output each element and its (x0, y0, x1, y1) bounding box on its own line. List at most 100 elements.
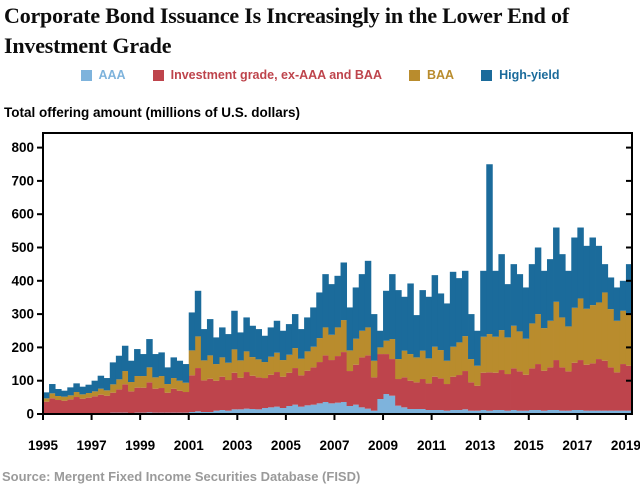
x-axis-tick-label: 2015 (514, 438, 545, 453)
bar-segment (601, 264, 609, 293)
bar-segment (486, 334, 493, 373)
bar-segment (546, 259, 554, 321)
bar-segment (358, 407, 366, 414)
bar-segment (310, 346, 317, 368)
bar-segment (49, 398, 56, 414)
bar-segment (97, 388, 105, 395)
bar-segment (285, 324, 293, 355)
legend-swatch-high-yield-icon (481, 69, 493, 81)
bar-segment (619, 364, 627, 411)
bar-segment (407, 409, 414, 414)
bar-segment (540, 410, 548, 414)
bar-segment (121, 384, 129, 413)
bar-segment (182, 392, 190, 413)
bar-segment (559, 254, 566, 318)
bar-segment (340, 262, 348, 321)
bar-segment (243, 351, 250, 373)
bar-segment (583, 245, 590, 309)
bar-segment (486, 372, 493, 411)
bar-segment (528, 410, 536, 414)
legend-swatch-baa-icon (408, 69, 420, 81)
bar-segment (346, 406, 354, 414)
bar-segment (67, 399, 74, 414)
x-axis-tick-label: 2007 (319, 438, 349, 453)
bar-segment (492, 372, 499, 411)
bar-segment (188, 350, 196, 376)
x-axis-tick-label: 1999 (125, 438, 155, 453)
bar-segment (522, 338, 530, 375)
bar-segment (486, 164, 493, 335)
bar-segment (376, 354, 384, 400)
bar-segment (595, 245, 603, 303)
bar-segment (109, 384, 117, 393)
bar-segment (625, 410, 633, 414)
bar-segment (352, 338, 360, 365)
bar-segment (461, 336, 469, 372)
bar-segment (492, 270, 499, 337)
bar-segment (140, 354, 147, 377)
bar-segment (91, 391, 99, 397)
bar-segment (115, 389, 123, 413)
bar-segment (291, 368, 299, 405)
bar-segment (625, 264, 633, 315)
bar-segment (358, 357, 366, 408)
bar-segment (231, 372, 238, 410)
bar-segment (516, 331, 524, 372)
bar-segment (182, 364, 190, 383)
bar-segment (152, 354, 159, 378)
bar-segment (67, 387, 74, 396)
bar-segment (219, 357, 226, 377)
bar-segment (298, 329, 305, 359)
bar-segment (261, 408, 269, 414)
bar-segment (91, 380, 99, 392)
bar-segment (194, 368, 202, 412)
bar-segment (298, 375, 305, 407)
bar-segment (595, 410, 603, 414)
bar-segment (449, 410, 457, 414)
bar-segment (304, 351, 311, 371)
bar-segment (595, 302, 603, 360)
bar-segment (364, 327, 372, 356)
bar-segment (449, 346, 457, 377)
bar-segment (565, 326, 572, 372)
bar-segment (279, 330, 287, 361)
bar-segment (449, 271, 457, 347)
bar-segment (571, 362, 578, 411)
bar-segment (504, 337, 511, 375)
bar-segment (510, 368, 518, 410)
bar-segment (383, 290, 390, 341)
bar-segment (419, 290, 426, 351)
bar-segment (164, 384, 171, 393)
bar-segment (601, 292, 609, 361)
y-axis-tick-label: 700 (11, 173, 34, 188)
bar-segment (437, 410, 445, 414)
bar-segment (322, 355, 329, 403)
bar-segment (213, 337, 220, 365)
bar-segment (61, 390, 68, 397)
bar-segment (498, 330, 505, 371)
x-axis-tick-label: 2019 (611, 438, 640, 453)
bar-segment (395, 359, 402, 380)
bar-segment (516, 371, 524, 411)
bar-segment (188, 312, 196, 351)
bar-segment (540, 328, 548, 371)
bar-segment (43, 401, 50, 414)
bar-segment (534, 410, 542, 414)
x-axis-tick-label: 1997 (77, 438, 107, 453)
bar-segment (553, 360, 560, 410)
bar-segment (401, 350, 408, 378)
bar-segment (352, 404, 360, 414)
bar-segment (601, 410, 609, 414)
bar-segment (249, 357, 256, 376)
bar-segment (128, 391, 135, 413)
bar-segment (109, 362, 117, 385)
bar-segment (43, 392, 50, 399)
bar-segment (322, 327, 329, 356)
bar-segment (376, 399, 384, 414)
bar-segment (243, 408, 250, 414)
bar-segment (213, 410, 220, 414)
bar-segment (291, 348, 299, 369)
y-axis-tick-label: 500 (11, 240, 34, 255)
y-axis-tick-label: 0 (26, 407, 34, 422)
bar-segment (146, 367, 153, 383)
